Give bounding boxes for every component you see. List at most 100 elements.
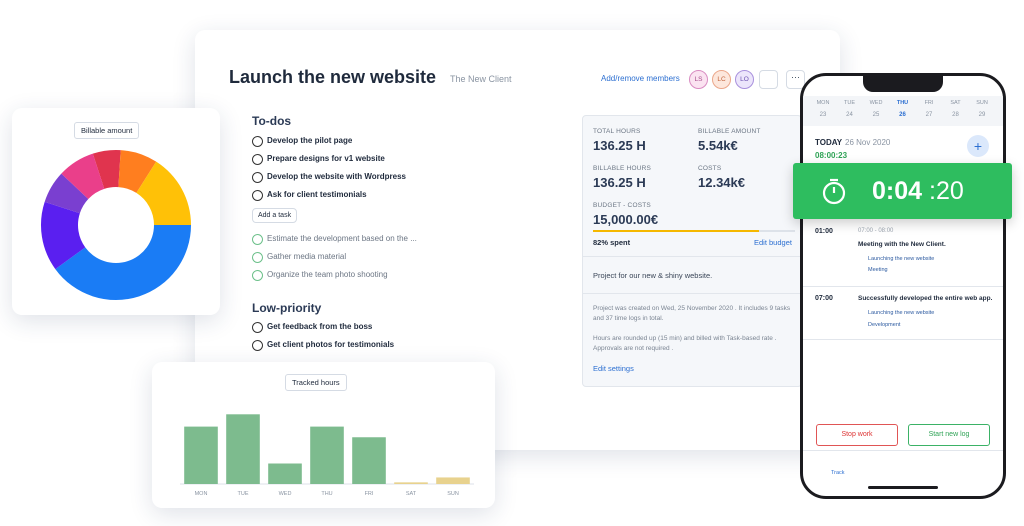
today-label: TODAY bbox=[815, 138, 843, 147]
donut-segment bbox=[118, 150, 157, 193]
add-button[interactable]: + bbox=[967, 135, 989, 157]
stat-value: 136.25 H bbox=[593, 175, 646, 190]
log-title: Meeting with the New Client. bbox=[858, 241, 946, 248]
log-time: 07:00 bbox=[815, 295, 833, 302]
x-tick-label: FRI bbox=[365, 491, 374, 497]
x-tick-label: THU bbox=[321, 491, 332, 497]
check-icon[interactable] bbox=[252, 252, 263, 263]
weekday: SUN bbox=[976, 100, 988, 106]
more-button[interactable]: ··· bbox=[786, 70, 805, 89]
info-text: Project was created on Wed, 25 November … bbox=[593, 305, 791, 322]
today-date: 26 Nov 2020 bbox=[845, 138, 891, 147]
donut-chart bbox=[41, 150, 191, 300]
weekday-date: 26 bbox=[899, 112, 906, 118]
done-task: Organize the team photo shooting bbox=[267, 270, 388, 279]
check-icon[interactable] bbox=[252, 136, 263, 147]
done-task: Gather media material bbox=[267, 252, 347, 261]
divider bbox=[583, 293, 801, 294]
x-tick-label: WED bbox=[279, 491, 292, 497]
start-button[interactable]: Start new log bbox=[908, 424, 990, 446]
check-icon[interactable] bbox=[252, 190, 263, 201]
stat-value: 5.54k€ bbox=[698, 138, 738, 153]
check-icon[interactable] bbox=[252, 270, 263, 281]
done-task: Estimate the development based on the ..… bbox=[267, 234, 417, 243]
log-project: Launching the new website bbox=[868, 256, 935, 262]
progress-label: 82% spent bbox=[593, 238, 631, 247]
timer-main: 0:04 bbox=[872, 177, 923, 205]
weekday-date: 29 bbox=[978, 112, 986, 118]
bar bbox=[310, 426, 344, 484]
log-tag: Development bbox=[868, 322, 901, 328]
bar-card: Tracked hours MON TUE WED THU FRI SAT SUN bbox=[152, 362, 495, 508]
stats-panel: TOTAL HOURS 136.25 H BILLABLE AMOUNT 5.5… bbox=[582, 115, 802, 387]
edit-settings-link[interactable]: Edit settings bbox=[593, 364, 634, 373]
donut-segment bbox=[92, 150, 121, 189]
notch bbox=[863, 76, 943, 92]
stat-label: COSTS bbox=[698, 165, 722, 172]
edit-budget-link[interactable]: Edit budget bbox=[754, 238, 792, 247]
task: Prepare designs for v1 website bbox=[267, 154, 385, 163]
project-title: Launch the new website bbox=[229, 67, 437, 87]
chart-title[interactable]: Billable amount bbox=[74, 122, 140, 139]
donut-card: Billable amount bbox=[12, 108, 220, 315]
member-avatar[interactable]: LC bbox=[712, 70, 731, 89]
description: Project for our new & shiny website. bbox=[593, 271, 713, 280]
donut-segment bbox=[61, 153, 105, 199]
task: Develop the website with Wordpress bbox=[267, 172, 406, 181]
x-tick-label: SAT bbox=[406, 491, 417, 497]
stat-label: BUDGET - COSTS bbox=[593, 202, 651, 209]
log-title: Successfully developed the entire web ap… bbox=[858, 295, 993, 302]
client-name: The New Client bbox=[450, 74, 512, 84]
donut-segment bbox=[44, 173, 89, 214]
check-icon[interactable] bbox=[252, 172, 263, 183]
stopwatch-icon bbox=[822, 178, 846, 205]
weekday: TUE bbox=[844, 100, 855, 106]
report-button[interactable] bbox=[759, 70, 778, 89]
member-avatar[interactable]: LS bbox=[689, 70, 708, 89]
check-icon[interactable] bbox=[252, 340, 263, 351]
weekday-date: 23 bbox=[819, 112, 827, 118]
stat-label: TOTAL HOURS bbox=[593, 128, 641, 135]
stop-button[interactable]: Stop work bbox=[816, 424, 898, 446]
members-link[interactable]: Add/remove members bbox=[601, 74, 680, 83]
section-heading: To-dos bbox=[252, 114, 292, 128]
x-tick-label: TUE bbox=[238, 491, 249, 497]
stat-value: 136.25 H bbox=[593, 138, 646, 153]
divider bbox=[583, 256, 801, 257]
check-icon[interactable] bbox=[252, 154, 263, 165]
tab-label[interactable]: Track bbox=[831, 470, 845, 476]
home-indicator bbox=[868, 486, 938, 489]
week-strip bbox=[803, 96, 1003, 126]
log-range: 07:00 - 08:00 bbox=[858, 228, 894, 234]
donut-segment bbox=[136, 161, 191, 225]
info-text: Hours are rounded up (15 min) and billed… bbox=[593, 335, 777, 352]
weekday: THU bbox=[896, 100, 909, 106]
progress-track bbox=[593, 230, 795, 232]
bar bbox=[436, 477, 470, 484]
bar bbox=[268, 463, 302, 484]
task: Develop the pilot page bbox=[267, 136, 353, 145]
check-icon[interactable] bbox=[252, 234, 263, 245]
bar bbox=[226, 414, 260, 484]
weekday: SAT bbox=[950, 100, 961, 106]
bar bbox=[352, 437, 386, 484]
stat-value: 12.34k€ bbox=[698, 175, 745, 190]
add-task-button[interactable]: Add a task bbox=[252, 208, 298, 223]
member-avatar[interactable]: LO bbox=[735, 70, 754, 89]
task: Get client photos for testimonials bbox=[267, 340, 395, 349]
divider bbox=[803, 339, 1003, 340]
weekday-date: 25 bbox=[872, 112, 880, 118]
chart-title[interactable]: Tracked hours bbox=[285, 374, 347, 391]
log-project: Launching the new website bbox=[868, 310, 935, 316]
weekday-date: 24 bbox=[846, 112, 853, 118]
donut-segment bbox=[41, 201, 86, 270]
phone: MON 23 TUE 24 WED 25 THU 26 FRI 27 SAT 28 SUN 29 TODA… bbox=[800, 73, 1006, 499]
bar-chart: MON TUE WED THU FRI SAT SUN bbox=[180, 414, 474, 497]
weekday: MON bbox=[816, 100, 830, 106]
bar bbox=[184, 426, 218, 484]
progress-fill bbox=[593, 230, 759, 232]
stat-label: BILLABLE HOURS bbox=[593, 165, 652, 172]
check-icon[interactable] bbox=[252, 322, 263, 333]
